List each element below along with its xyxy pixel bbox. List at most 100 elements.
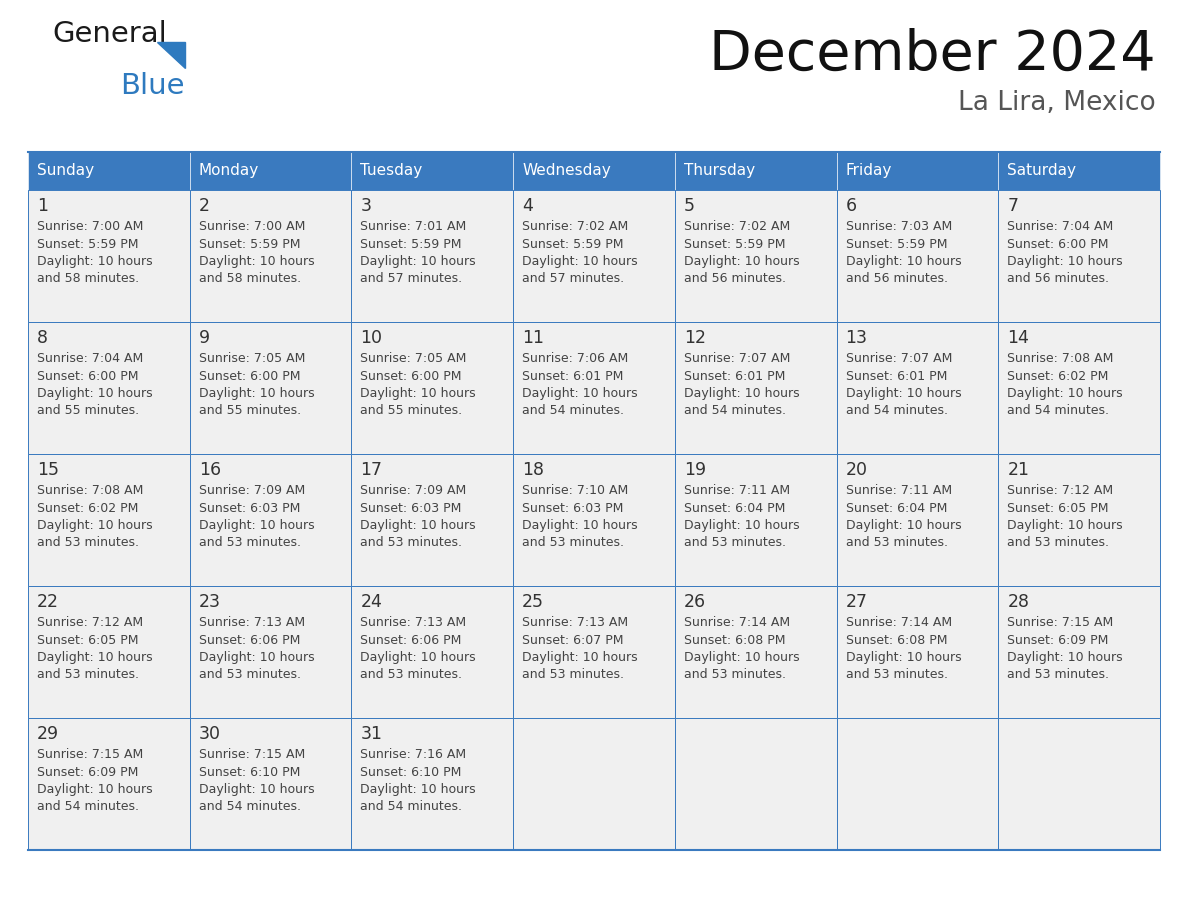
Text: 30: 30 [198, 725, 221, 743]
Text: Sunset: 6:02 PM: Sunset: 6:02 PM [1007, 370, 1108, 383]
Text: Blue: Blue [120, 72, 184, 100]
Text: La Lira, Mexico: La Lira, Mexico [959, 90, 1156, 116]
Text: 23: 23 [198, 593, 221, 611]
Text: and 53 minutes.: and 53 minutes. [37, 536, 139, 550]
Text: 26: 26 [684, 593, 706, 611]
Text: and 56 minutes.: and 56 minutes. [1007, 273, 1110, 285]
Text: Sunset: 5:59 PM: Sunset: 5:59 PM [684, 238, 785, 251]
Text: Sunrise: 7:08 AM: Sunrise: 7:08 AM [1007, 352, 1113, 365]
Text: Daylight: 10 hours: Daylight: 10 hours [523, 651, 638, 664]
Text: Sunset: 6:10 PM: Sunset: 6:10 PM [198, 766, 301, 778]
Text: and 53 minutes.: and 53 minutes. [684, 668, 785, 681]
Text: 12: 12 [684, 329, 706, 347]
Text: 19: 19 [684, 461, 706, 479]
Bar [998, 322, 1159, 454]
Text: 4: 4 [523, 197, 533, 215]
Text: 14: 14 [1007, 329, 1029, 347]
Text: Wednesday: Wednesday [523, 163, 611, 178]
Text: 18: 18 [523, 461, 544, 479]
Text: Sunset: 6:08 PM: Sunset: 6:08 PM [846, 633, 947, 646]
Bar [675, 454, 836, 586]
Text: 27: 27 [846, 593, 867, 611]
Bar [675, 190, 836, 322]
Text: Sunrise: 7:01 AM: Sunrise: 7:01 AM [360, 220, 467, 233]
Bar [998, 718, 1159, 850]
Bar [352, 586, 513, 718]
Text: 11: 11 [523, 329, 544, 347]
Text: Sunset: 6:03 PM: Sunset: 6:03 PM [523, 501, 624, 514]
Bar [513, 152, 675, 190]
Text: 15: 15 [37, 461, 59, 479]
Text: Sunset: 6:03 PM: Sunset: 6:03 PM [360, 501, 462, 514]
Text: General: General [52, 20, 166, 48]
Text: Sunset: 5:59 PM: Sunset: 5:59 PM [37, 238, 139, 251]
Text: 29: 29 [37, 725, 59, 743]
Text: Sunrise: 7:00 AM: Sunrise: 7:00 AM [198, 220, 305, 233]
Text: Sunrise: 7:10 AM: Sunrise: 7:10 AM [523, 484, 628, 497]
Text: Daylight: 10 hours: Daylight: 10 hours [523, 255, 638, 268]
Text: Sunrise: 7:11 AM: Sunrise: 7:11 AM [684, 484, 790, 497]
Polygon shape [157, 42, 185, 68]
Text: Sunset: 6:05 PM: Sunset: 6:05 PM [37, 633, 139, 646]
Text: and 54 minutes.: and 54 minutes. [684, 405, 785, 418]
Text: and 54 minutes.: and 54 minutes. [523, 405, 624, 418]
Text: and 53 minutes.: and 53 minutes. [198, 536, 301, 550]
Text: Sunset: 6:01 PM: Sunset: 6:01 PM [684, 370, 785, 383]
Bar [29, 586, 190, 718]
Text: 31: 31 [360, 725, 383, 743]
Text: Sunrise: 7:09 AM: Sunrise: 7:09 AM [360, 484, 467, 497]
Text: Sunrise: 7:13 AM: Sunrise: 7:13 AM [198, 616, 305, 629]
Text: Daylight: 10 hours: Daylight: 10 hours [360, 255, 476, 268]
Text: Saturday: Saturday [1007, 163, 1076, 178]
Text: and 58 minutes.: and 58 minutes. [37, 273, 139, 285]
Text: Sunset: 6:06 PM: Sunset: 6:06 PM [360, 633, 462, 646]
Text: and 54 minutes.: and 54 minutes. [37, 800, 139, 813]
Text: Sunset: 6:10 PM: Sunset: 6:10 PM [360, 766, 462, 778]
Text: Sunrise: 7:15 AM: Sunrise: 7:15 AM [198, 748, 305, 761]
Text: Daylight: 10 hours: Daylight: 10 hours [1007, 519, 1123, 532]
Text: Daylight: 10 hours: Daylight: 10 hours [37, 519, 152, 532]
Bar [29, 454, 190, 586]
Text: Daylight: 10 hours: Daylight: 10 hours [846, 387, 961, 400]
Text: Daylight: 10 hours: Daylight: 10 hours [684, 255, 800, 268]
Text: Sunrise: 7:15 AM: Sunrise: 7:15 AM [1007, 616, 1113, 629]
Text: Sunset: 6:01 PM: Sunset: 6:01 PM [523, 370, 624, 383]
Text: Daylight: 10 hours: Daylight: 10 hours [684, 519, 800, 532]
Text: Sunrise: 7:03 AM: Sunrise: 7:03 AM [846, 220, 952, 233]
Text: Daylight: 10 hours: Daylight: 10 hours [684, 651, 800, 664]
Text: Daylight: 10 hours: Daylight: 10 hours [37, 387, 152, 400]
Text: 6: 6 [846, 197, 857, 215]
Text: Monday: Monday [198, 163, 259, 178]
Text: Sunset: 6:01 PM: Sunset: 6:01 PM [846, 370, 947, 383]
Text: Daylight: 10 hours: Daylight: 10 hours [846, 651, 961, 664]
Text: 28: 28 [1007, 593, 1029, 611]
Text: Sunrise: 7:13 AM: Sunrise: 7:13 AM [523, 616, 628, 629]
Text: Sunset: 5:59 PM: Sunset: 5:59 PM [198, 238, 301, 251]
Text: Daylight: 10 hours: Daylight: 10 hours [198, 387, 315, 400]
Text: Sunset: 6:04 PM: Sunset: 6:04 PM [684, 501, 785, 514]
Bar [998, 152, 1159, 190]
Text: 8: 8 [37, 329, 48, 347]
Text: Sunset: 6:00 PM: Sunset: 6:00 PM [198, 370, 301, 383]
Bar [190, 190, 352, 322]
Bar [675, 586, 836, 718]
Text: December 2024: December 2024 [709, 28, 1156, 82]
Text: 7: 7 [1007, 197, 1018, 215]
Bar [29, 152, 190, 190]
Text: Sunrise: 7:12 AM: Sunrise: 7:12 AM [1007, 484, 1113, 497]
Text: 17: 17 [360, 461, 383, 479]
Text: Daylight: 10 hours: Daylight: 10 hours [360, 651, 476, 664]
Text: Sunrise: 7:07 AM: Sunrise: 7:07 AM [684, 352, 790, 365]
Text: 3: 3 [360, 197, 372, 215]
Text: Sunrise: 7:04 AM: Sunrise: 7:04 AM [37, 352, 144, 365]
Text: Daylight: 10 hours: Daylight: 10 hours [360, 387, 476, 400]
Text: and 53 minutes.: and 53 minutes. [684, 536, 785, 550]
Text: and 55 minutes.: and 55 minutes. [198, 405, 301, 418]
Text: Sunrise: 7:00 AM: Sunrise: 7:00 AM [37, 220, 144, 233]
Text: Sunset: 6:00 PM: Sunset: 6:00 PM [360, 370, 462, 383]
Text: Sunrise: 7:12 AM: Sunrise: 7:12 AM [37, 616, 143, 629]
Text: Daylight: 10 hours: Daylight: 10 hours [198, 783, 315, 796]
Text: and 53 minutes.: and 53 minutes. [37, 668, 139, 681]
Text: and 55 minutes.: and 55 minutes. [37, 405, 139, 418]
Text: Sunrise: 7:04 AM: Sunrise: 7:04 AM [1007, 220, 1113, 233]
